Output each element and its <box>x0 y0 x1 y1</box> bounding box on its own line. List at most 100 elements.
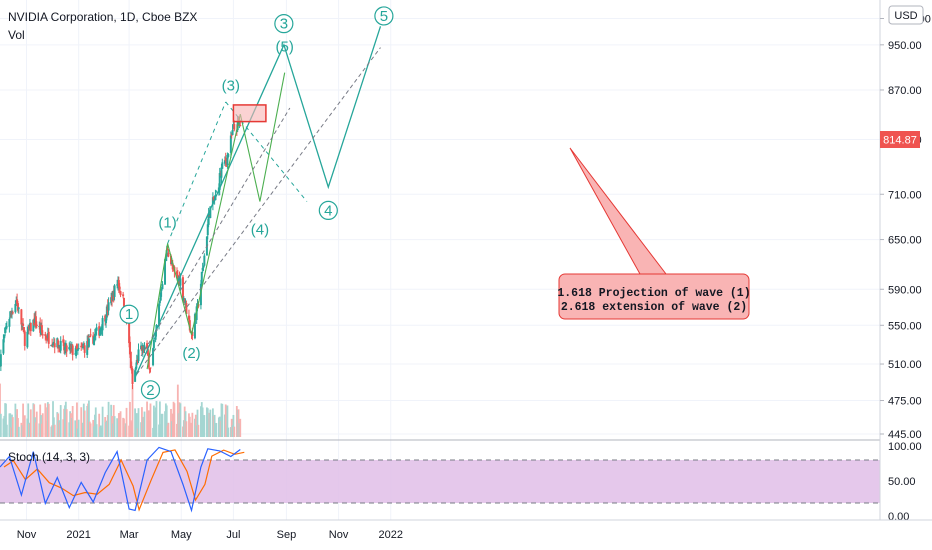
candle-body <box>158 304 161 324</box>
candle-body <box>137 349 140 362</box>
candle-body <box>181 277 184 299</box>
candle-body <box>229 135 232 153</box>
stoch-tick-label: 100.00 <box>888 441 922 453</box>
candle-body <box>99 327 102 331</box>
candle-body <box>221 162 224 169</box>
volume-bar <box>203 415 206 437</box>
volume-bar <box>239 418 242 437</box>
candle-body <box>71 345 74 355</box>
candle-body <box>193 314 196 339</box>
candle-body <box>77 348 80 350</box>
volume-bar <box>143 411 146 437</box>
volume-bar <box>44 403 47 437</box>
candle-body <box>128 320 131 344</box>
candle-body <box>47 331 50 344</box>
volume-bar <box>76 402 78 437</box>
wave-circle <box>274 14 294 34</box>
channel-line <box>225 101 308 202</box>
candle-body <box>223 160 226 164</box>
candle-body <box>135 359 138 365</box>
volume-bar <box>137 408 140 437</box>
price-tick-label: 510.00 <box>888 359 922 371</box>
volume-bar <box>71 405 74 437</box>
candle-body <box>238 123 241 125</box>
candle-body <box>152 348 155 366</box>
volume-bar <box>179 403 182 437</box>
volume-bar <box>197 424 200 437</box>
candle-body <box>16 303 19 311</box>
volume-bar <box>227 427 230 437</box>
candle-body <box>129 351 132 368</box>
time-tick-label: Nov <box>329 529 349 541</box>
annotation-callout-tail <box>569 147 668 275</box>
currency-label: USD <box>894 10 917 22</box>
candle-body <box>146 343 149 349</box>
candle-body <box>220 167 223 178</box>
volume-bar <box>196 409 199 437</box>
volume-bar <box>59 405 62 437</box>
volume-bar <box>5 424 8 437</box>
candle-body <box>206 224 209 236</box>
candle-body <box>81 346 84 348</box>
candle-body <box>63 342 66 351</box>
volume-bar <box>5 403 7 437</box>
candle-body <box>146 349 149 356</box>
volume-bar <box>17 426 20 437</box>
time-tick-label: Sep <box>277 529 297 541</box>
candle-body <box>207 213 210 225</box>
annotation-line-2: 2.618 extension of wave (2) <box>561 301 747 314</box>
candle-body <box>224 157 227 161</box>
last-price-badge: 814.87 <box>880 131 920 148</box>
candle-body <box>21 325 24 327</box>
candle-body <box>51 344 54 346</box>
volume-bar <box>35 411 38 437</box>
candle-body <box>2 339 5 354</box>
candle-body <box>118 286 121 290</box>
candle-body <box>113 285 116 297</box>
candle-body <box>45 335 48 340</box>
stoch-label: Stoch (14, 3, 3) <box>8 450 90 464</box>
wave-label-circled: 5 <box>380 8 388 25</box>
candle-body <box>170 255 172 265</box>
time-axis[interactable]: Nov 2021 Mar May Jul Sep Nov 2022 <box>0 519 932 541</box>
volume-bar <box>119 411 122 437</box>
target-box[interactable] <box>232 104 267 123</box>
channel-line <box>140 107 291 357</box>
volume-bar <box>146 401 148 437</box>
stoch-lines <box>0 446 245 513</box>
wave-label-circled: 3 <box>280 16 288 33</box>
projection-annotation[interactable]: 1.618 Projection of wave (1) 2.618 exten… <box>557 147 751 320</box>
volume-bar <box>134 408 136 437</box>
wave-lines <box>134 26 382 378</box>
candle-body <box>160 288 163 291</box>
currency-selector[interactable]: USD <box>888 5 924 25</box>
volume-bar <box>94 407 97 437</box>
volume-bar <box>213 414 216 437</box>
candle-body <box>164 258 167 262</box>
volume-bar <box>80 407 83 437</box>
volume-bar <box>135 413 138 437</box>
candle-body <box>128 341 131 355</box>
volume-label: Vol <box>8 28 25 42</box>
candle-body <box>182 297 185 301</box>
stoch-pane[interactable]: Stoch (14, 3, 3) <box>0 439 880 513</box>
wave-label-parenthesized: (4) <box>251 221 269 238</box>
wave-label-parenthesized: (1) <box>158 214 176 231</box>
price-tick-label: 650.00 <box>888 235 922 247</box>
volume-bar <box>47 403 50 437</box>
candle-body <box>17 307 20 309</box>
candle-body <box>93 333 96 337</box>
candle-body <box>62 339 65 343</box>
candle-body <box>57 340 60 349</box>
candle-body <box>122 294 125 297</box>
candle-body <box>185 303 188 314</box>
volume-bar <box>226 405 229 437</box>
wave-label-circled: 1 <box>125 306 133 323</box>
wave-label-parenthesized: (3) <box>222 77 240 94</box>
volume-bar <box>107 401 110 437</box>
candle-body <box>215 191 218 193</box>
candle-body <box>3 334 6 339</box>
candle-body <box>63 347 66 350</box>
symbol-title[interactable]: NVIDIA Corporation, 1D, Cboe BZX <box>8 10 197 24</box>
